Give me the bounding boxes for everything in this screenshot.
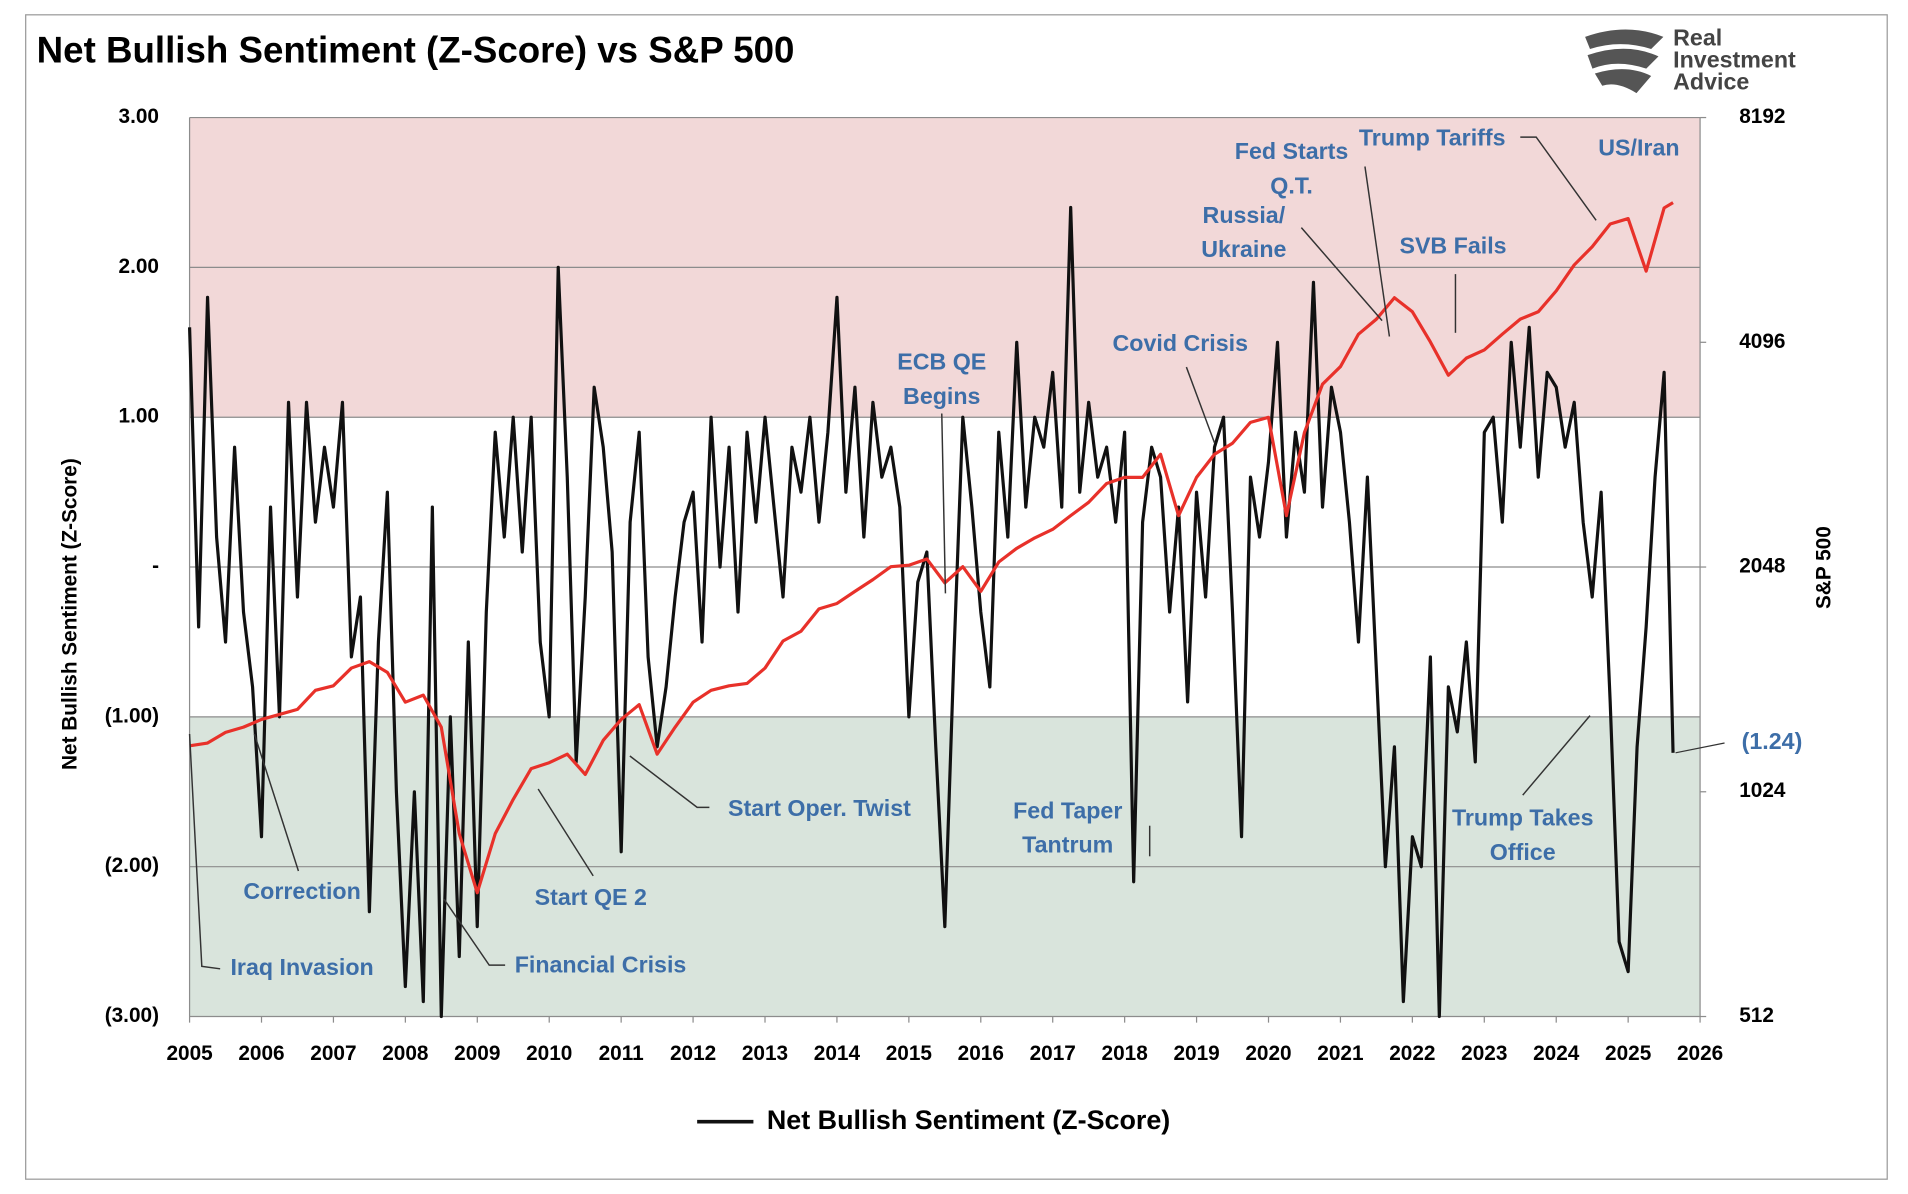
leader-line — [941, 413, 947, 594]
leader-line — [1522, 715, 1591, 796]
leader-line — [1185, 366, 1216, 444]
leader-line — [1364, 166, 1391, 337]
x-tick-label: 2023 — [1461, 1042, 1507, 1065]
end-label: (1.24) — [1742, 728, 1803, 754]
annotation: Start QE 2 — [535, 884, 647, 910]
x-tick-label: 2021 — [1317, 1042, 1363, 1065]
annotation: Office — [1490, 839, 1556, 865]
leader-line — [537, 788, 594, 877]
x-tick-label: 2014 — [814, 1042, 861, 1065]
leader-line — [1520, 136, 1597, 221]
annotation: Ukraine — [1201, 236, 1286, 262]
x-tick-label: 2017 — [1030, 1042, 1076, 1065]
y-tick-label: 3.00 — [119, 105, 159, 128]
x-tick-label: 2019 — [1173, 1042, 1219, 1065]
annotation: Begins — [903, 383, 980, 409]
x-tick-label: 2011 — [599, 1042, 644, 1065]
annotation: Tantrum — [1022, 832, 1113, 858]
x-tick-label: 2026 — [1677, 1042, 1723, 1065]
annotation: Financial Crisis — [515, 952, 687, 978]
y2-tick-label: 1024 — [1739, 779, 1786, 802]
x-tick-label: 2016 — [958, 1042, 1004, 1065]
leader-line — [1300, 227, 1383, 322]
leader-line — [1675, 742, 1725, 754]
x-tick-label: 2012 — [670, 1042, 716, 1065]
annotation: ECB QE — [897, 349, 986, 375]
legend-label: Net Bullish Sentiment (Z-Score) — [767, 1105, 1170, 1135]
leader-line — [629, 755, 710, 809]
annotation: Fed Taper — [1013, 797, 1122, 823]
leader-line — [443, 898, 506, 966]
x-tick-label: 2025 — [1605, 1042, 1651, 1065]
annotation: Q.T. — [1270, 172, 1313, 198]
leader-line — [253, 733, 300, 872]
x-tick-label: 2015 — [886, 1042, 932, 1065]
x-tick-label: 2005 — [166, 1042, 212, 1065]
annotation: US/Iran — [1598, 134, 1679, 160]
y2-axis-label: S&P 500 — [1812, 526, 1835, 609]
x-tick-label: 2006 — [238, 1042, 284, 1065]
leader-line — [188, 733, 221, 970]
annotation: Correction — [243, 878, 360, 904]
annotation: SVB Fails — [1399, 232, 1506, 258]
x-tick-label: 2010 — [526, 1042, 572, 1065]
annotation: Trump Takes — [1452, 805, 1594, 831]
y-tick-label: (1.00) — [105, 704, 159, 727]
series-line — [187, 205, 1675, 1019]
x-tick-label: 2022 — [1389, 1042, 1435, 1065]
y2-tick-label: 2048 — [1739, 555, 1785, 578]
y-tick-label: 2.00 — [119, 255, 159, 278]
annotation: Russia/ — [1203, 202, 1286, 228]
x-tick-label: 2009 — [454, 1042, 500, 1065]
logo-mark — [1585, 29, 1664, 94]
annotation: Fed Starts — [1235, 138, 1349, 164]
y-tick-label: 1.00 — [119, 405, 159, 428]
x-tick-label: 2008 — [382, 1042, 428, 1065]
annotation: Start Oper. Twist — [728, 795, 911, 821]
y2-tick-label: 8192 — [1739, 105, 1785, 128]
x-tick-label: 2013 — [742, 1042, 788, 1065]
y-axis-label: Net Bullish Sentiment (Z-Score) — [58, 458, 81, 770]
series-line — [189, 201, 1674, 895]
y2-tick-label: 4096 — [1739, 330, 1785, 353]
x-tick-label: 2020 — [1245, 1042, 1291, 1065]
annotation: Covid Crisis — [1113, 330, 1248, 356]
y-tick-label: - — [152, 555, 159, 578]
x-tick-label: 2018 — [1102, 1042, 1148, 1065]
x-tick-label: 2024 — [1533, 1042, 1580, 1065]
frame — [25, 14, 1888, 1180]
logo-text: Advice — [1673, 68, 1749, 94]
annotation: Iraq Invasion — [230, 954, 373, 980]
logo-text: Real — [1673, 24, 1722, 50]
y2-tick-label: 512 — [1739, 1004, 1774, 1027]
y-tick-label: (3.00) — [105, 1004, 159, 1027]
y-tick-label: (2.00) — [105, 854, 159, 877]
x-tick-label: 2007 — [310, 1042, 356, 1065]
logo-text: Investment — [1673, 46, 1796, 72]
annotation: Trump Tariffs — [1359, 125, 1506, 151]
chart-title: Net Bullish Sentiment (Z-Score) vs S&P 5… — [37, 29, 795, 70]
logo-icon — [1585, 29, 1664, 94]
